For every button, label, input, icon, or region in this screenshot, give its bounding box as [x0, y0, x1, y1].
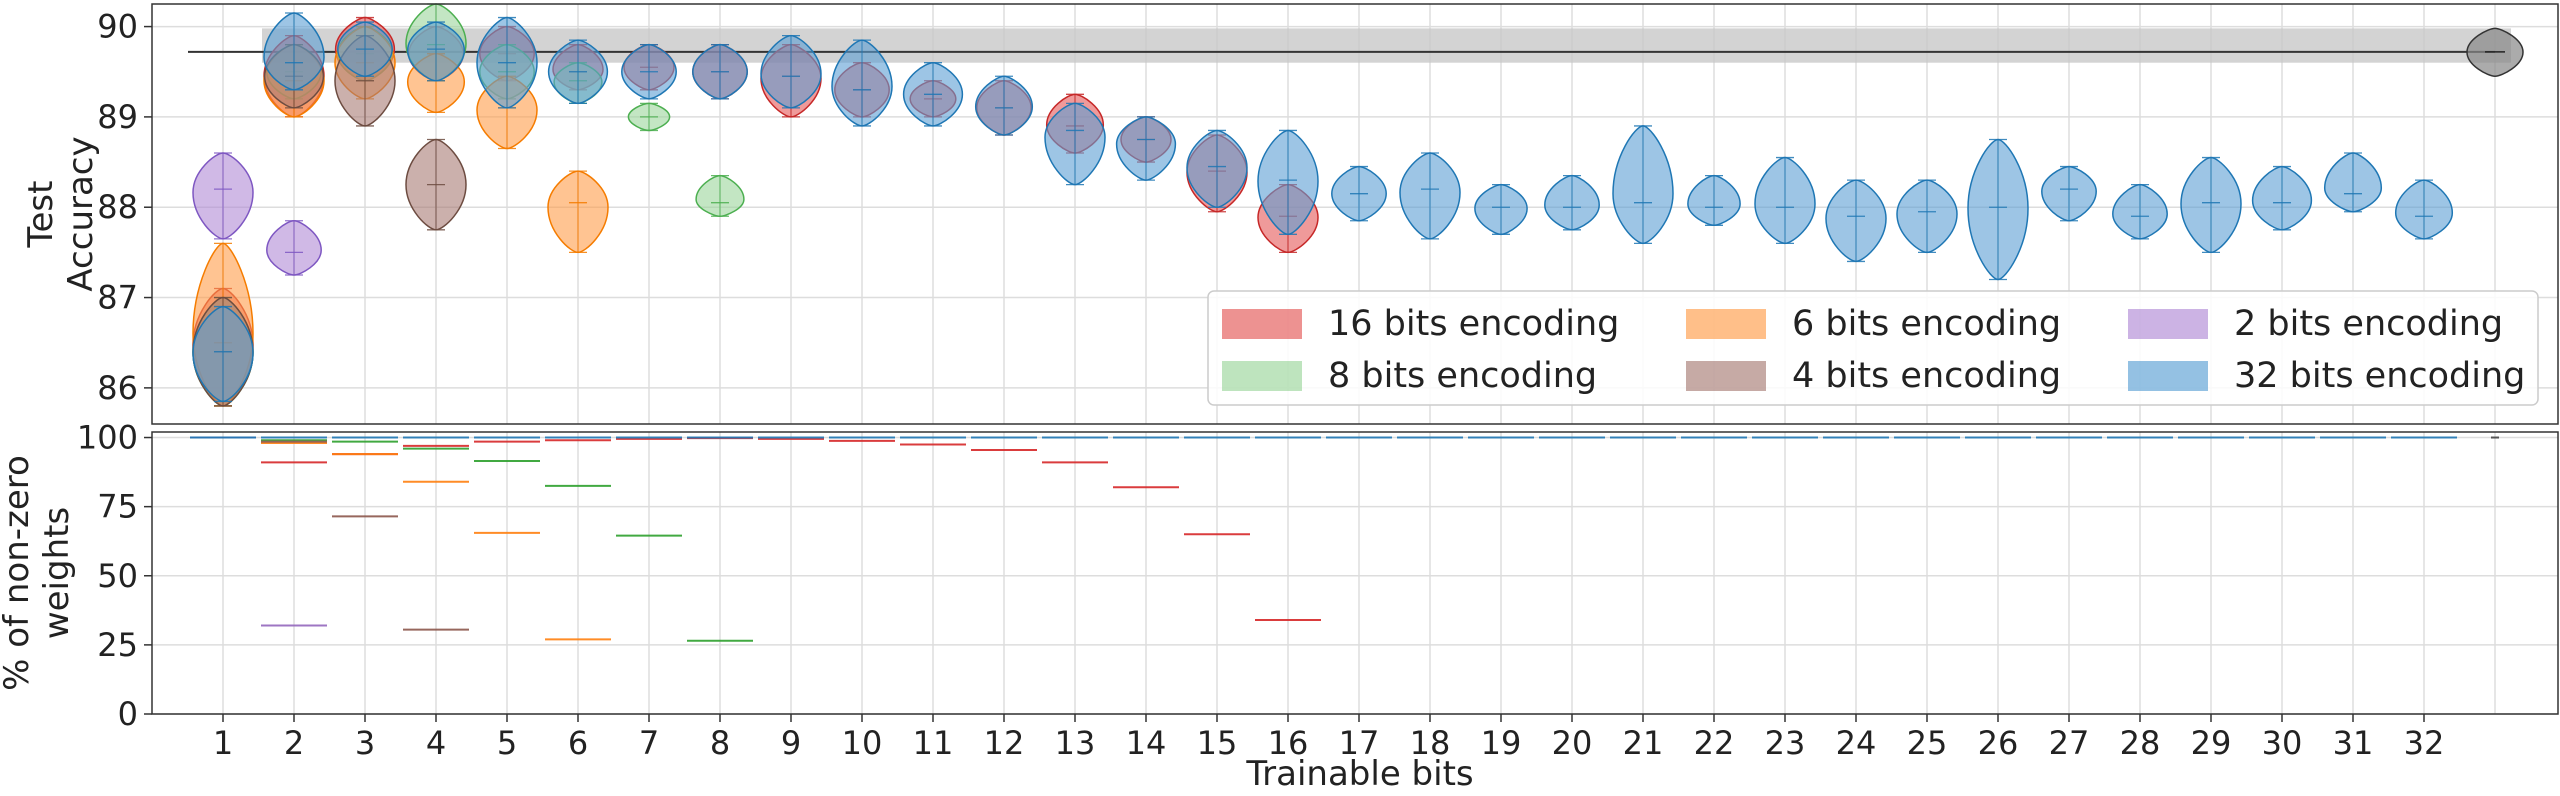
- legend-label: 32 bits encoding: [2234, 356, 2525, 396]
- y-tick-label: 0: [118, 695, 138, 733]
- accuracy-panel: 86 87 88 89 90 Test Accuracy 16 bits encodin…: [21, 3, 2559, 425]
- x-tick-label: 7: [639, 724, 659, 762]
- x-tick-label: 19: [1481, 724, 1522, 762]
- x-tick-label: 17: [1339, 724, 1380, 762]
- x-tick-label: 10: [842, 724, 883, 762]
- x-tick-label: 9: [781, 724, 801, 762]
- x-tick-label: 2: [284, 724, 304, 762]
- x-ticks: 1 2 3 4 5 6 7 8 9 10 11 12 13 14 15 16 17 18 19 20 21 22 23 24 2…: [213, 714, 2445, 762]
- legend-label: 2 bits encoding: [2234, 304, 2503, 344]
- x-tick-label: 11: [913, 724, 954, 762]
- x-tick-label: 23: [1765, 724, 1806, 762]
- x-tick-label: 29: [2191, 724, 2232, 762]
- accuracy-violins: [192, 3, 2524, 407]
- x-tick-label: 24: [1836, 724, 1877, 762]
- legend-label: 8 bits encoding: [1328, 356, 1597, 396]
- legend-label: 6 bits encoding: [1792, 304, 2061, 344]
- x-tick-label: 14: [1126, 724, 1167, 762]
- x-tick-label: 20: [1552, 724, 1593, 762]
- y-tick-label: 90: [97, 8, 138, 46]
- x-tick-label: 4: [426, 724, 446, 762]
- violin-series: [192, 12, 2454, 403]
- legend-swatch: [2128, 309, 2208, 339]
- x-axis-title: Trainable bits: [1245, 754, 1473, 794]
- x-tick-label: 12: [984, 724, 1025, 762]
- violin-series: [192, 152, 322, 276]
- x-tick-label: 8: [710, 724, 730, 762]
- x-tick-label: 30: [2262, 724, 2303, 762]
- y-tick-label: 88: [97, 188, 138, 226]
- sparsity-grid: [152, 432, 2558, 715]
- y-tick-label: 50: [97, 557, 138, 595]
- y-tick-label: 75: [97, 488, 138, 526]
- sparsity-series: [190, 436, 753, 642]
- x-tick-label: 6: [568, 724, 588, 762]
- x-tick-label: 1: [213, 724, 233, 762]
- x-tick-label: 3: [355, 724, 375, 762]
- x-tick-label: 25: [1907, 724, 1948, 762]
- legend-swatch: [1686, 309, 1766, 339]
- x-tick-label: 26: [1978, 724, 2019, 762]
- legend-label: 4 bits encoding: [1792, 356, 2061, 396]
- accuracy-plot-frame: [151, 3, 2559, 425]
- x-tick-label: 28: [2120, 724, 2161, 762]
- y-tick-label: 89: [97, 98, 138, 136]
- x-tick-label: 16: [1268, 724, 1309, 762]
- sparsity-series: [190, 436, 327, 627]
- accuracy-y-ticks: 86 87 88 89 90: [97, 8, 152, 407]
- y-tick-label: 87: [97, 279, 138, 317]
- x-tick-label: 18: [1410, 724, 1451, 762]
- legend-label: 16 bits encoding: [1328, 304, 1619, 344]
- y-tick-label: 100: [77, 419, 138, 457]
- x-tick-label: 13: [1055, 724, 1096, 762]
- y-tick-label: 25: [97, 626, 138, 664]
- sparsity-series: [190, 436, 1321, 621]
- legend-swatch: [1222, 361, 1302, 391]
- x-tick-label: 22: [1694, 724, 1735, 762]
- legend-swatch: [1222, 309, 1302, 339]
- x-tick-label: 15: [1197, 724, 1238, 762]
- legend: 16 bits encoding 6 bits encoding 2 bits en…: [1207, 290, 2539, 406]
- legend-swatch: [1686, 361, 1766, 391]
- x-tick-label: 27: [2049, 724, 2090, 762]
- x-tick-label: 32: [2404, 724, 2445, 762]
- sparsity-y-label-line2: weights: [37, 507, 77, 639]
- sparsity-series: [190, 436, 469, 631]
- sparsity-plot-frame: [151, 431, 2559, 715]
- y-tick-label: 86: [97, 369, 138, 407]
- sparsity-y-ticks: 0 25 50 75 100: [77, 419, 152, 733]
- accuracy-y-label-line2: Accuracy: [61, 136, 101, 291]
- accuracy-y-label-line1: Test: [21, 181, 61, 249]
- sparsity-marks: [190, 436, 2499, 642]
- sparsity-series: [190, 436, 611, 641]
- x-tick-label: 31: [2333, 724, 2374, 762]
- x-tick-label: 21: [1623, 724, 1664, 762]
- x-tick-label: 5: [497, 724, 517, 762]
- sparsity-y-label-line1: % of non-zero: [0, 455, 37, 691]
- violin-series: [192, 25, 609, 407]
- legend-swatch: [2128, 361, 2208, 391]
